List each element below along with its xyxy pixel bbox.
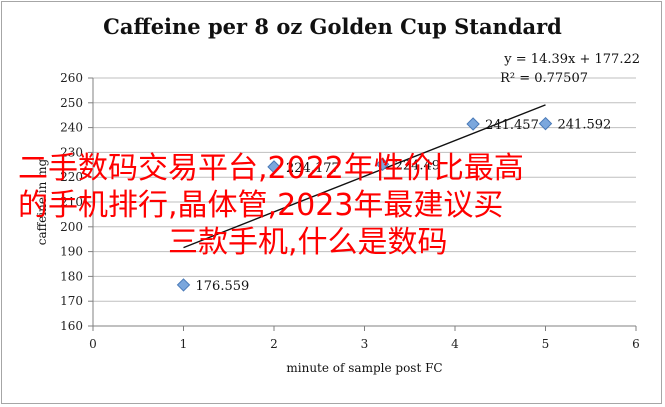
data-label-4: 241.457 [485, 118, 539, 133]
data-labels: 176.559 224.177 224.49 241.457 241.592 [196, 118, 612, 294]
y-tick-label-190: 190 [60, 245, 83, 259]
y-tick-label-180: 180 [60, 269, 83, 283]
data-point-4 [466, 117, 480, 131]
data-label-3: 224.49 [395, 158, 441, 173]
trendline-group [183, 104, 546, 249]
data-label-2: 224.177 [286, 161, 340, 176]
watermark-overlay-text: 二手数码交易平台,2022年性价比最高 的手机排行,晶体管,2023年最建议买 … [18, 150, 618, 261]
data-point-2 [267, 160, 281, 174]
x-tick-label-0: 0 [89, 337, 97, 351]
y-tick-label-160: 160 [60, 319, 83, 333]
y-tick-label-210: 210 [60, 195, 83, 209]
overlay-line-1: 二手数码交易平台,2022年性价比最高 [18, 151, 524, 186]
x-tick-label-1: 1 [180, 337, 188, 351]
data-points [176, 116, 553, 292]
y-tick-label-200: 200 [60, 220, 83, 234]
y-tick-label-220: 220 [60, 170, 83, 184]
x-tick-labels: 0 1 2 3 4 5 6 [89, 337, 640, 351]
y-tick-label-260: 260 [60, 71, 83, 85]
trendline-r2: R² = 0.77507 [500, 71, 588, 86]
x-tick-label-6: 6 [632, 337, 640, 351]
y-tick-label-170: 170 [60, 294, 83, 308]
y-tick-labels: 160 170 180 190 200 210 220 230 240 250 260 [60, 71, 83, 333]
y-tick-label-240: 240 [60, 121, 83, 135]
y-tick-label-250: 250 [60, 96, 83, 110]
data-label-5: 241.592 [558, 118, 612, 133]
x-axis-label: minute of sample post FC [286, 361, 442, 375]
y-axis-label: caffeine in mg [35, 158, 49, 245]
trendline [183, 104, 546, 249]
gridlines [93, 77, 636, 302]
x-tick-label-2: 2 [270, 337, 278, 351]
data-point-5 [538, 116, 553, 131]
x-tick-label-3: 3 [361, 337, 369, 351]
data-label-1: 176.559 [196, 279, 250, 294]
y-tick-label-230: 230 [60, 145, 83, 159]
trendline-equation: y = 14.39x + 177.22 [503, 52, 640, 67]
x-tick-label-4: 4 [451, 337, 459, 351]
chart-title: Caffeine per 8 oz Golden Cup Standard [103, 14, 562, 39]
axes [88, 77, 637, 331]
data-point-3 [375, 157, 390, 172]
data-point-1 [176, 278, 191, 292]
overlay-line-3: 三款手机,什么是数码 [168, 225, 448, 260]
x-tick-label-5: 5 [542, 337, 550, 351]
overlay-line-2: 的手机排行,晶体管,2023年最建议买 [18, 188, 504, 223]
